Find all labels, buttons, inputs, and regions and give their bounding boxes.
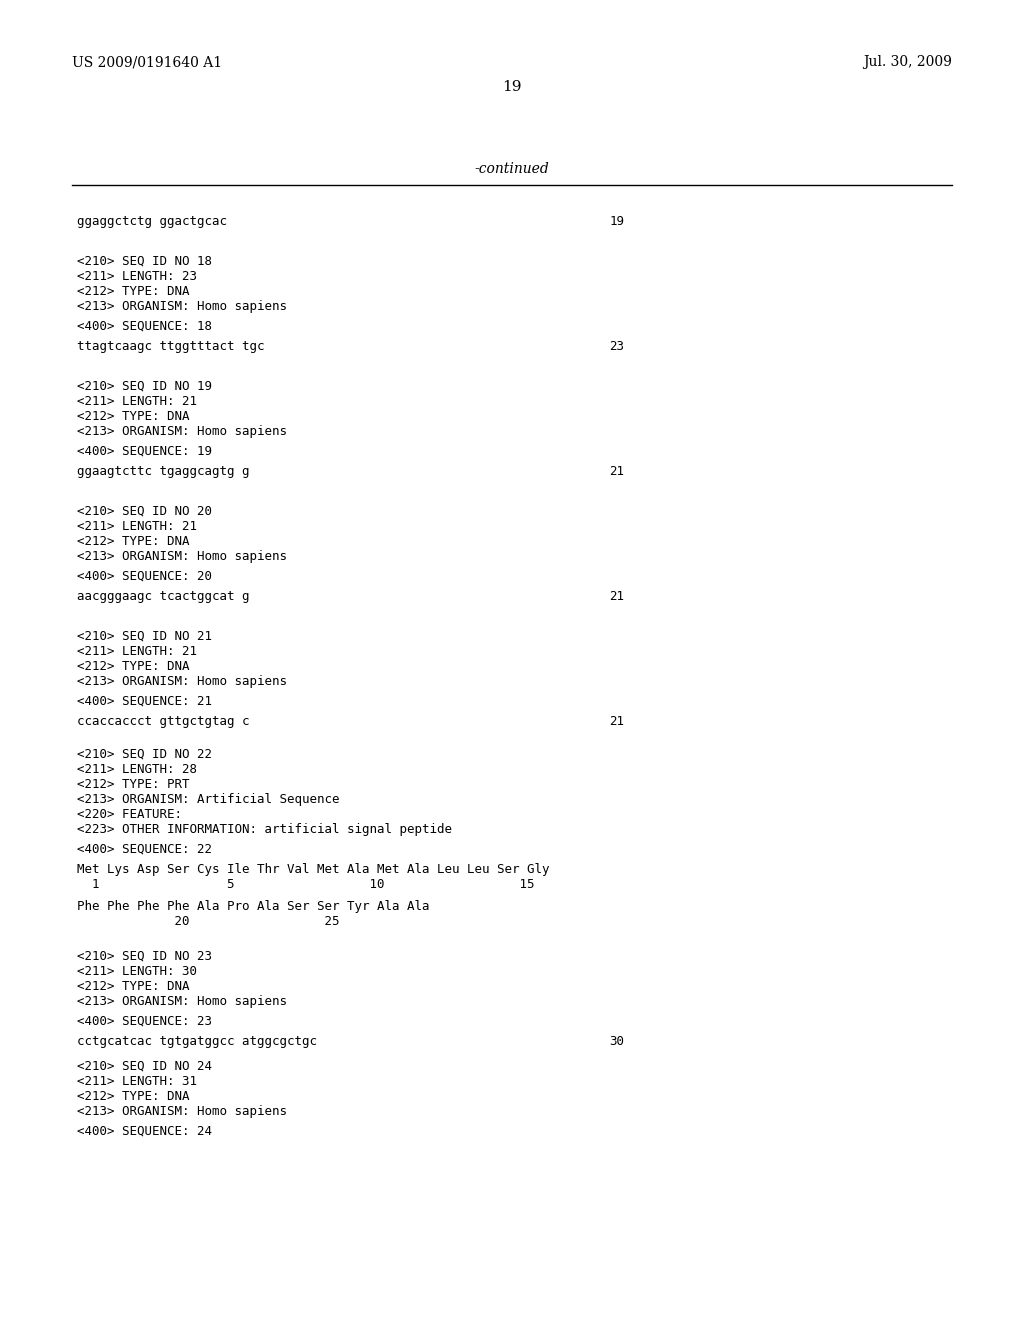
- Text: <400> SEQUENCE: 24: <400> SEQUENCE: 24: [77, 1125, 212, 1138]
- Text: <212> TYPE: DNA: <212> TYPE: DNA: [77, 411, 189, 422]
- Text: 30: 30: [609, 1035, 625, 1048]
- Text: <211> LENGTH: 21: <211> LENGTH: 21: [77, 645, 197, 657]
- Text: <210> SEQ ID NO 22: <210> SEQ ID NO 22: [77, 748, 212, 762]
- Text: <211> LENGTH: 30: <211> LENGTH: 30: [77, 965, 197, 978]
- Text: 23: 23: [609, 341, 625, 352]
- Text: <213> ORGANISM: Homo sapiens: <213> ORGANISM: Homo sapiens: [77, 550, 287, 564]
- Text: <210> SEQ ID NO 20: <210> SEQ ID NO 20: [77, 506, 212, 517]
- Text: 1                 5                  10                  15: 1 5 10 15: [77, 878, 535, 891]
- Text: 19: 19: [502, 81, 522, 94]
- Text: <220> FEATURE:: <220> FEATURE:: [77, 808, 182, 821]
- Text: <213> ORGANISM: Artificial Sequence: <213> ORGANISM: Artificial Sequence: [77, 793, 339, 807]
- Text: <211> LENGTH: 21: <211> LENGTH: 21: [77, 520, 197, 533]
- Text: <213> ORGANISM: Homo sapiens: <213> ORGANISM: Homo sapiens: [77, 995, 287, 1008]
- Text: US 2009/0191640 A1: US 2009/0191640 A1: [72, 55, 222, 69]
- Text: <211> LENGTH: 23: <211> LENGTH: 23: [77, 271, 197, 282]
- Text: <213> ORGANISM: Homo sapiens: <213> ORGANISM: Homo sapiens: [77, 675, 287, 688]
- Text: Met Lys Asp Ser Cys Ile Thr Val Met Ala Met Ala Leu Leu Ser Gly: Met Lys Asp Ser Cys Ile Thr Val Met Ala …: [77, 863, 549, 876]
- Text: <400> SEQUENCE: 22: <400> SEQUENCE: 22: [77, 843, 212, 855]
- Text: <211> LENGTH: 28: <211> LENGTH: 28: [77, 763, 197, 776]
- Text: 20                  25: 20 25: [77, 915, 339, 928]
- Text: <210> SEQ ID NO 24: <210> SEQ ID NO 24: [77, 1060, 212, 1073]
- Text: Jul. 30, 2009: Jul. 30, 2009: [863, 55, 952, 69]
- Text: 21: 21: [609, 715, 625, 729]
- Text: <212> TYPE: DNA: <212> TYPE: DNA: [77, 535, 189, 548]
- Text: <212> TYPE: PRT: <212> TYPE: PRT: [77, 777, 189, 791]
- Text: cctgcatcac tgtgatggcc atggcgctgc: cctgcatcac tgtgatggcc atggcgctgc: [77, 1035, 316, 1048]
- Text: <213> ORGANISM: Homo sapiens: <213> ORGANISM: Homo sapiens: [77, 1105, 287, 1118]
- Text: -continued: -continued: [475, 162, 549, 176]
- Text: <400> SEQUENCE: 23: <400> SEQUENCE: 23: [77, 1015, 212, 1028]
- Text: <400> SEQUENCE: 20: <400> SEQUENCE: 20: [77, 570, 212, 583]
- Text: <400> SEQUENCE: 19: <400> SEQUENCE: 19: [77, 445, 212, 458]
- Text: <210> SEQ ID NO 23: <210> SEQ ID NO 23: [77, 950, 212, 964]
- Text: <213> ORGANISM: Homo sapiens: <213> ORGANISM: Homo sapiens: [77, 300, 287, 313]
- Text: <211> LENGTH: 31: <211> LENGTH: 31: [77, 1074, 197, 1088]
- Text: ccaccaccct gttgctgtag c: ccaccaccct gttgctgtag c: [77, 715, 249, 729]
- Text: ggaagtcttc tgaggcagtg g: ggaagtcttc tgaggcagtg g: [77, 465, 249, 478]
- Text: <400> SEQUENCE: 18: <400> SEQUENCE: 18: [77, 319, 212, 333]
- Text: ggaggctctg ggactgcac: ggaggctctg ggactgcac: [77, 215, 226, 228]
- Text: ttagtcaagc ttggtttact tgc: ttagtcaagc ttggtttact tgc: [77, 341, 264, 352]
- Text: <223> OTHER INFORMATION: artificial signal peptide: <223> OTHER INFORMATION: artificial sign…: [77, 822, 452, 836]
- Text: 21: 21: [609, 465, 625, 478]
- Text: <210> SEQ ID NO 21: <210> SEQ ID NO 21: [77, 630, 212, 643]
- Text: 19: 19: [609, 215, 625, 228]
- Text: 21: 21: [609, 590, 625, 603]
- Text: aacgggaagc tcactggcat g: aacgggaagc tcactggcat g: [77, 590, 249, 603]
- Text: <210> SEQ ID NO 19: <210> SEQ ID NO 19: [77, 380, 212, 393]
- Text: <212> TYPE: DNA: <212> TYPE: DNA: [77, 1090, 189, 1104]
- Text: Phe Phe Phe Phe Ala Pro Ala Ser Ser Tyr Ala Ala: Phe Phe Phe Phe Ala Pro Ala Ser Ser Tyr …: [77, 900, 429, 913]
- Text: <211> LENGTH: 21: <211> LENGTH: 21: [77, 395, 197, 408]
- Text: <213> ORGANISM: Homo sapiens: <213> ORGANISM: Homo sapiens: [77, 425, 287, 438]
- Text: <400> SEQUENCE: 21: <400> SEQUENCE: 21: [77, 696, 212, 708]
- Text: <210> SEQ ID NO 18: <210> SEQ ID NO 18: [77, 255, 212, 268]
- Text: <212> TYPE: DNA: <212> TYPE: DNA: [77, 979, 189, 993]
- Text: <212> TYPE: DNA: <212> TYPE: DNA: [77, 660, 189, 673]
- Text: <212> TYPE: DNA: <212> TYPE: DNA: [77, 285, 189, 298]
